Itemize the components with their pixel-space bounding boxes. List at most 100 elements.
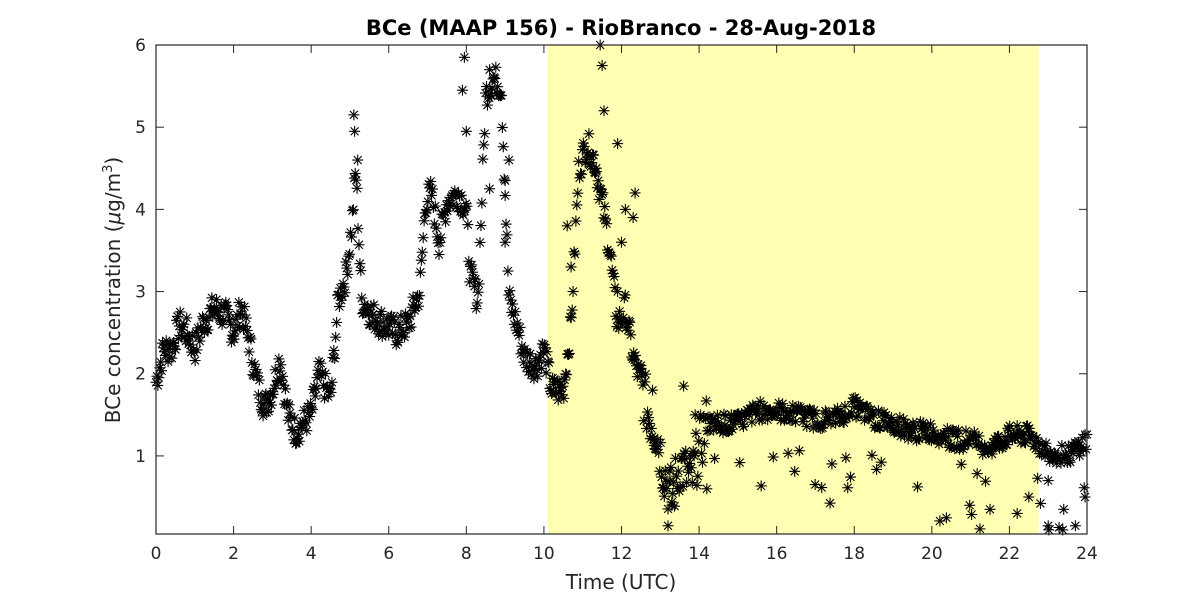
data-point	[550, 388, 562, 400]
data-point	[966, 508, 978, 520]
data-markers	[150, 39, 1093, 536]
data-point	[1023, 491, 1035, 503]
y-axis-title-exponent: 3	[101, 165, 116, 173]
data-point	[543, 357, 555, 369]
data-point	[509, 306, 521, 318]
data-point	[375, 306, 387, 318]
data-point	[912, 481, 924, 493]
data-point	[346, 231, 358, 243]
data-point	[565, 312, 577, 324]
data-point	[566, 304, 578, 316]
data-point	[616, 236, 627, 248]
data-point	[690, 427, 702, 439]
y-tick-label: 3	[135, 283, 146, 303]
data-point	[572, 187, 584, 199]
data-point	[470, 303, 482, 315]
data-point	[840, 452, 852, 464]
data-point	[964, 499, 976, 511]
data-point	[782, 447, 794, 459]
data-point	[245, 333, 257, 345]
data-point	[612, 286, 624, 298]
data-point	[755, 480, 767, 492]
data-point	[460, 125, 472, 137]
data-point	[496, 121, 508, 133]
data-point	[352, 154, 364, 166]
data-point	[637, 379, 649, 391]
data-point	[417, 232, 429, 244]
data-point	[685, 462, 697, 474]
data-point	[801, 421, 813, 433]
data-point	[351, 182, 363, 194]
data-point	[737, 421, 749, 433]
data-point	[570, 215, 582, 227]
data-point	[283, 399, 295, 411]
data-point	[194, 335, 206, 347]
x-tick-label: 2	[228, 544, 239, 564]
data-point	[404, 310, 416, 322]
data-point	[475, 220, 487, 232]
data-point	[971, 468, 983, 480]
data-point	[456, 84, 468, 96]
data-point	[588, 149, 600, 161]
data-point	[1034, 497, 1046, 509]
data-point	[629, 187, 641, 199]
y-tick-label: 2	[135, 365, 146, 385]
data-point	[478, 139, 490, 151]
data-point	[1040, 437, 1052, 449]
y-axis-title-prefix: BCe concentration (	[101, 225, 125, 424]
data-point	[471, 297, 483, 309]
data-point	[986, 448, 998, 460]
data-point	[1011, 507, 1023, 519]
data-point	[824, 497, 836, 509]
data-point	[211, 294, 223, 306]
data-point	[333, 301, 345, 313]
data-point	[352, 223, 364, 235]
data-point	[613, 322, 625, 334]
data-point	[624, 316, 636, 328]
data-point	[734, 457, 746, 469]
data-point	[279, 383, 291, 395]
data-point	[399, 331, 411, 343]
data-point	[341, 262, 353, 274]
y-tick-label: 1	[135, 447, 146, 467]
data-point	[845, 471, 857, 483]
data-point	[309, 390, 321, 402]
x-tick-label: 14	[688, 544, 710, 564]
data-point	[692, 470, 704, 482]
data-point	[656, 471, 668, 483]
data-point	[597, 187, 609, 199]
data-point	[265, 399, 277, 411]
data-point	[683, 457, 695, 469]
data-point	[1032, 472, 1044, 484]
data-point	[301, 425, 313, 437]
data-point	[666, 499, 678, 511]
data-point	[655, 437, 667, 449]
data-point	[349, 125, 361, 137]
data-point	[152, 379, 164, 391]
data-point	[877, 415, 889, 427]
data-point	[240, 312, 252, 324]
data-point	[499, 236, 511, 248]
data-point	[328, 344, 340, 356]
data-point	[368, 299, 380, 311]
data-point	[479, 128, 491, 140]
data-point	[700, 395, 712, 407]
data-point	[416, 246, 428, 258]
data-point	[1042, 520, 1054, 532]
data-point	[789, 465, 801, 477]
data-point	[267, 388, 279, 400]
x-ticks: 0 2 4 6 8 10 12 14 16 18 20 22 24	[151, 45, 1098, 564]
data-point	[293, 435, 305, 447]
data-point	[306, 403, 318, 415]
data-point	[558, 392, 570, 404]
data-point	[541, 346, 553, 358]
data-point	[596, 189, 608, 201]
x-tick-label: 8	[461, 544, 472, 564]
data-point	[413, 300, 425, 312]
data-point	[866, 449, 878, 461]
data-point	[492, 81, 504, 93]
data-point	[287, 424, 299, 436]
y-axis-title: BCe concentration (μg/m3)	[101, 157, 125, 423]
y-tick-label: 4	[135, 200, 146, 220]
data-point	[243, 346, 255, 358]
